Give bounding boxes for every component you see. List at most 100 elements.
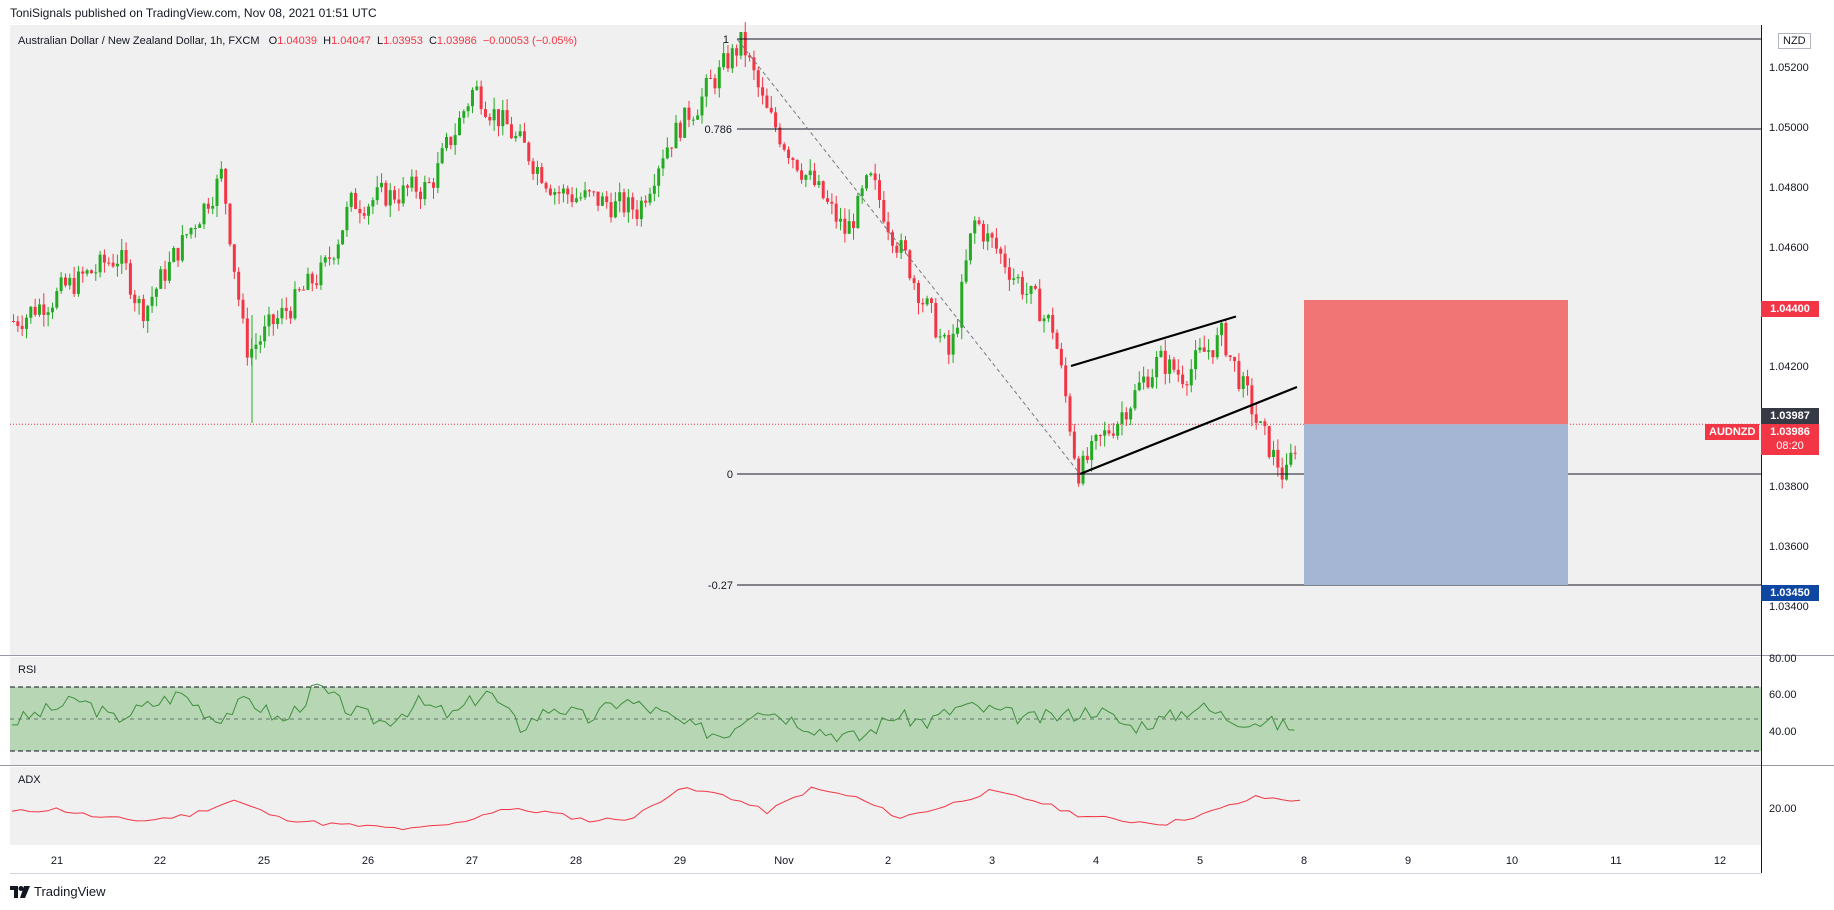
candle-body [639,200,643,220]
candle-body [644,200,648,203]
candle-body [1016,277,1020,279]
candle-body [925,298,929,305]
candle-body [289,310,293,319]
candle-body [280,307,284,319]
candle-body [635,209,639,220]
price-tick: 1.05000 [1769,122,1809,134]
candle-body [46,312,50,315]
candle-body [1254,414,1258,423]
candle-body [704,77,708,97]
pane-divider[interactable] [0,765,1834,766]
candle-body [358,208,362,214]
candle-body [1246,376,1250,386]
candle-body [657,168,661,186]
candle-body [1077,458,1081,484]
time-tick-label: 3 [988,855,996,867]
candle-body [986,233,990,242]
adx-tick: 20.00 [1769,803,1797,815]
ohlc-legend: Australian Dollar / New Zealand Dollar, … [18,35,577,47]
candle-body [306,273,310,290]
price-tick: 1.03600 [1769,541,1809,553]
time-tick-label: 10 [1505,855,1519,867]
candle-body [691,119,695,121]
candle-body [722,53,726,68]
candle-body [1176,369,1180,375]
pane-divider[interactable] [0,655,1834,656]
candle-body [271,314,275,325]
candle-body [107,262,111,264]
candle-body [1103,430,1107,436]
candle-body [774,112,778,128]
candle-body [1250,385,1254,415]
candle-body [1042,318,1046,322]
candle-body [297,289,301,291]
close-label: C [428,35,437,47]
candle-body [146,305,150,322]
candle-body [440,148,444,164]
candle-body [254,344,258,349]
candle-body [782,144,786,150]
candle-body [1003,253,1007,268]
stop-price-label: 1.04400 [1761,301,1819,317]
candle-body [553,191,557,195]
candle-body [670,147,674,149]
close-value: 1.03986 [436,35,477,47]
candle-body [466,106,470,112]
currency-button[interactable]: NZD [1778,33,1811,49]
candle-body [167,261,171,281]
adx-label[interactable]: ADX [18,774,41,786]
candle-body [1146,376,1150,388]
adx-pane[interactable] [10,767,1761,845]
fib-level-label: 0.786 [704,124,732,136]
rsi-tick: 80.00 [1769,653,1797,665]
candle-body [574,198,578,203]
candle-body [414,176,418,192]
bar-countdown: 08:20 [1776,440,1804,452]
candle-body [895,245,899,253]
time-tick-label: 28 [569,855,583,867]
candle-body [492,109,496,121]
candle-body [232,244,236,272]
candle-body [180,235,184,261]
candle-body [483,109,487,117]
candle-body [12,321,15,322]
candle-body [1272,449,1276,458]
candle-body [990,233,994,238]
current-price-label: 1.03986 08:20 [1761,424,1819,455]
low-value: 1.03953 [383,35,423,47]
candle-body [852,221,856,229]
candle-body [1051,315,1055,333]
rsi-label[interactable]: RSI [18,664,37,676]
candle-body [1224,323,1228,356]
candle-body [912,278,916,283]
candle-body [830,201,834,204]
candle-body [600,196,604,206]
candle-body [756,70,760,88]
candle-body [315,283,319,286]
candle-body [561,188,565,194]
candle-body [371,200,375,207]
candle-body [1094,434,1098,442]
candle-body [423,182,427,200]
candle-body [98,254,102,273]
candle-body [345,206,349,231]
candle-body [276,318,280,325]
candle-body [739,32,743,56]
candle-body [323,257,327,263]
candle-body [1033,286,1037,289]
candle-body [821,181,825,199]
candle-body [1233,356,1237,362]
candle-body [665,147,669,159]
candle-body [717,67,721,89]
candle-body [1012,278,1016,280]
candle-body [1241,376,1245,390]
candle-body [787,149,791,159]
candle-body [1259,421,1263,423]
candle-body [241,299,245,319]
candle-body [1055,332,1059,349]
candle-body [141,298,145,322]
fib-trend-line [736,38,1081,475]
candle-body [120,250,124,264]
candle-body [609,202,613,218]
